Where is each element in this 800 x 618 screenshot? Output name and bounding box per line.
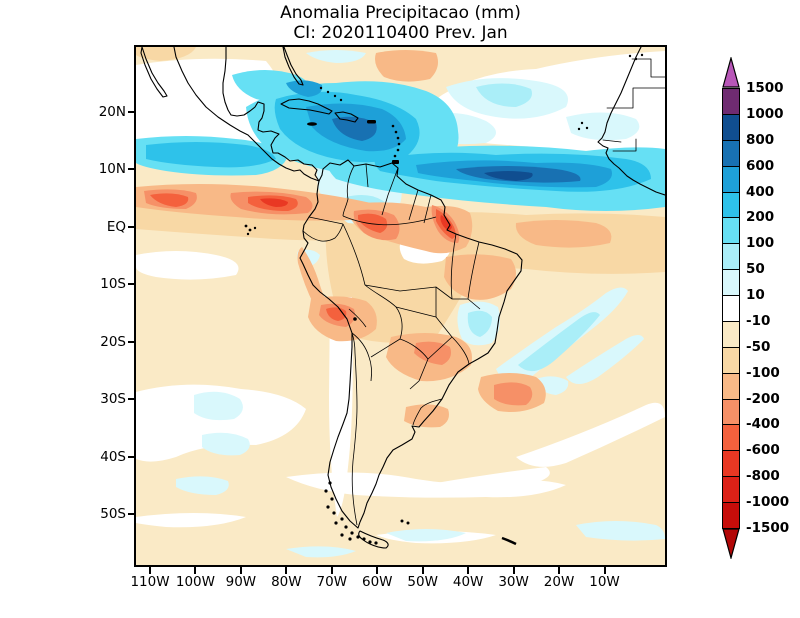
colorbar-label--400: -400 bbox=[746, 416, 780, 433]
lat-label-10S: 10S bbox=[100, 276, 126, 293]
colorbar-segment-3 bbox=[722, 165, 740, 193]
lat-tick-20S bbox=[128, 340, 135, 343]
lon-label-40W: 40W bbox=[452, 574, 484, 590]
country-borders bbox=[302, 163, 481, 526]
colorbar-label--100: -100 bbox=[746, 364, 780, 381]
lat-tick-20N bbox=[128, 111, 135, 113]
colorbar-segment-7 bbox=[722, 269, 740, 297]
colorbar-label--600: -600 bbox=[746, 442, 780, 459]
map-frame bbox=[134, 45, 667, 567]
colorbar-segment-6 bbox=[722, 243, 740, 271]
colorbar-segment-9 bbox=[722, 320, 740, 348]
lon-tick-80W bbox=[285, 567, 288, 574]
lat-label-40S: 40S bbox=[100, 448, 126, 465]
lat-tick-EQ bbox=[128, 225, 135, 228]
colorbar-segment-8 bbox=[722, 295, 740, 322]
plot-subtitle: CI: 2020110400 Prev. Jan bbox=[293, 23, 508, 43]
colorbar-label-10: 10 bbox=[746, 287, 765, 304]
colorbar-segment-10 bbox=[722, 346, 740, 374]
lat-label-50S: 50S bbox=[100, 506, 126, 522]
lat-tick-40S bbox=[128, 455, 135, 458]
lon-label-60W: 60W bbox=[361, 574, 393, 590]
colorbar-segment-11 bbox=[722, 372, 740, 400]
lat-tick-50S bbox=[128, 513, 135, 515]
lon-label-110W: 110W bbox=[130, 574, 170, 590]
lon-label-20W: 20W bbox=[543, 574, 575, 590]
colorbar-label-200: 200 bbox=[746, 209, 775, 226]
colorbar-segment-0 bbox=[722, 88, 740, 115]
colorbar-segment-14 bbox=[722, 450, 740, 478]
lon-label-100W: 100W bbox=[175, 574, 215, 590]
colorbar-segment-1 bbox=[722, 113, 740, 141]
colorbar-segment-13 bbox=[722, 424, 740, 452]
lon-tick-70W bbox=[330, 567, 333, 574]
lat-label-EQ: EQ bbox=[106, 218, 126, 235]
lon-label-50W: 50W bbox=[407, 574, 438, 590]
colorbar-arrow-down bbox=[722, 528, 740, 563]
colorbar-segment-16 bbox=[722, 502, 740, 529]
lat-tick-10S bbox=[128, 283, 135, 286]
colorbar-label--200: -200 bbox=[746, 390, 780, 407]
lon-tick-100W bbox=[194, 567, 197, 574]
colorbar-label-1500: 1500 bbox=[746, 80, 784, 96]
colorbar-label-400: 400 bbox=[746, 183, 775, 200]
colorbar-label--1500: -1500 bbox=[746, 519, 790, 536]
colorbar-label-100: 100 bbox=[746, 235, 775, 252]
lon-tick-30W bbox=[512, 567, 515, 574]
plot-title: Anomalia Precipitacao (mm) bbox=[280, 3, 521, 23]
colorbar-label--50: -50 bbox=[746, 338, 771, 355]
colorbar-label-800: 800 bbox=[746, 131, 775, 148]
lon-tick-60W bbox=[376, 567, 379, 574]
lon-tick-10W bbox=[603, 567, 606, 574]
coastlines bbox=[140, 46, 666, 549]
colorbar-label-50: 50 bbox=[746, 261, 765, 278]
colorbar-label--10: -10 bbox=[746, 312, 771, 329]
south-georgia-island bbox=[501, 536, 517, 546]
island-specks bbox=[244, 53, 644, 545]
lat-label-20N: 20N bbox=[98, 104, 126, 120]
lat-tick-10N bbox=[128, 168, 135, 171]
map-plot bbox=[136, 46, 666, 565]
lat-tick-30S bbox=[128, 398, 135, 401]
lat-label-20S: 20S bbox=[100, 333, 126, 350]
colorbar-segment-12 bbox=[722, 398, 740, 426]
lat-label-10N: 10N bbox=[98, 161, 126, 178]
colorbar-label--800: -800 bbox=[746, 468, 780, 485]
colorbar-label-1000: 1000 bbox=[746, 105, 784, 122]
lon-tick-90W bbox=[239, 567, 242, 574]
lon-tick-20W bbox=[558, 567, 561, 574]
lon-label-10W: 10W bbox=[589, 574, 620, 590]
lon-tick-40W bbox=[467, 567, 470, 574]
lon-tick-110W bbox=[149, 567, 151, 574]
colorbar-segment-15 bbox=[722, 476, 740, 504]
lon-label-90W: 90W bbox=[225, 574, 257, 590]
lon-label-30W: 30W bbox=[498, 574, 529, 590]
lat-label-30S: 30S bbox=[100, 391, 126, 408]
lon-tick-50W bbox=[421, 567, 424, 574]
colorbar-arrow-up bbox=[722, 55, 740, 92]
lon-label-70W: 70W bbox=[316, 574, 348, 590]
colorbar-label-600: 600 bbox=[746, 157, 775, 174]
colorbar-label--1000: -1000 bbox=[746, 494, 790, 511]
colorbar-segment-4 bbox=[722, 191, 740, 219]
colorbar-segment-5 bbox=[722, 217, 740, 245]
colorbar-segment-2 bbox=[722, 139, 740, 167]
lon-label-80W: 80W bbox=[271, 574, 302, 590]
